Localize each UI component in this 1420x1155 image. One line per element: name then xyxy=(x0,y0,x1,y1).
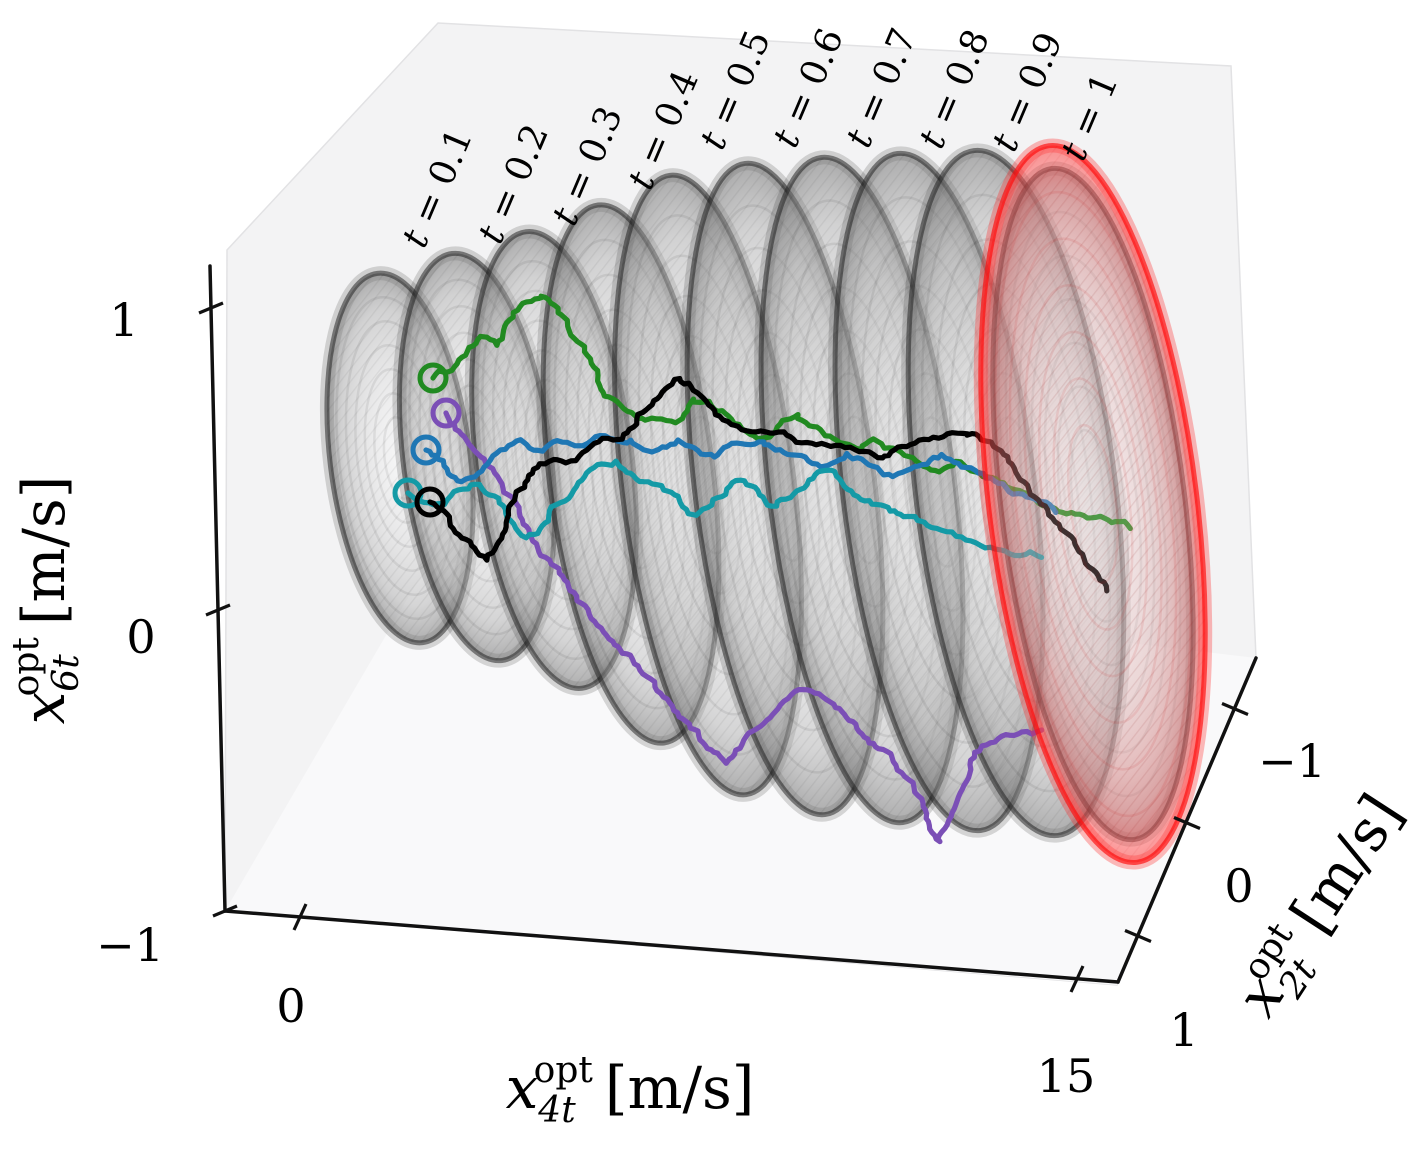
y-axis-tick-label-0: 1 xyxy=(1169,1003,1198,1057)
target-set-t-1 xyxy=(973,138,1213,870)
y-axis-tick-1 xyxy=(1173,816,1201,830)
z-axis-tick-label-1: 0 xyxy=(126,610,155,664)
z-axis-tick-1 xyxy=(205,603,231,617)
trajectory-purple xyxy=(443,410,1045,845)
title-var: x xyxy=(10,692,78,725)
x-axis-tick-1 xyxy=(1069,965,1085,993)
start-marker-black xyxy=(414,486,446,518)
x-axis-title: x4topt [m/s] xyxy=(506,1050,755,1131)
y-axis-tick-label-1: 0 xyxy=(1224,859,1253,913)
x-axis-line xyxy=(223,909,1120,984)
x-axis-tick-label-0: 0 xyxy=(276,979,305,1033)
y-axis-tick-label-2: −1 xyxy=(1258,734,1326,788)
set-mesh-ring xyxy=(1067,423,1119,585)
x-axis-tick-label-1: 15 xyxy=(1037,1049,1096,1103)
title-sub: 4t xyxy=(537,1090,576,1131)
z-axis-tick-label-0: 1 xyxy=(109,293,138,347)
z-axis-tick-0 xyxy=(198,301,224,315)
set-mesh-ring xyxy=(1052,377,1134,631)
z-axis-line xyxy=(208,264,227,913)
start-marker-purple xyxy=(430,397,462,429)
title-unit: [m/s] xyxy=(10,476,78,626)
title-unit: [m/s] xyxy=(1277,782,1415,944)
y-axis-tick-2 xyxy=(1221,702,1249,716)
set-mesh-ring xyxy=(1023,284,1163,724)
set-mesh-ring xyxy=(994,190,1192,818)
start-marker-green xyxy=(417,362,449,394)
z-axis-tick-label-2: −1 xyxy=(96,918,164,972)
title-var: x xyxy=(506,1054,539,1122)
title-sup: opt xyxy=(534,1050,594,1091)
title-unit: [m/s] xyxy=(605,1054,755,1122)
set-mesh-ring xyxy=(1008,237,1178,771)
z-axis-title: x6topt [m/s] xyxy=(6,476,87,725)
title-sub: 6t xyxy=(46,654,87,692)
set-mesh-hatch xyxy=(980,145,1206,863)
start-marker-blue xyxy=(410,434,442,466)
target-set-overlay xyxy=(973,138,1213,870)
y-axis-line xyxy=(1116,656,1258,984)
title-sup: opt xyxy=(6,637,47,697)
y-axis-tick-0 xyxy=(1124,929,1152,943)
x-axis-tick-0 xyxy=(292,903,308,931)
trajectory-blue xyxy=(423,433,1059,515)
trajectory-teal xyxy=(405,458,1045,560)
set-mesh-ring xyxy=(1037,330,1149,678)
z-axis-tick-2 xyxy=(212,904,238,918)
